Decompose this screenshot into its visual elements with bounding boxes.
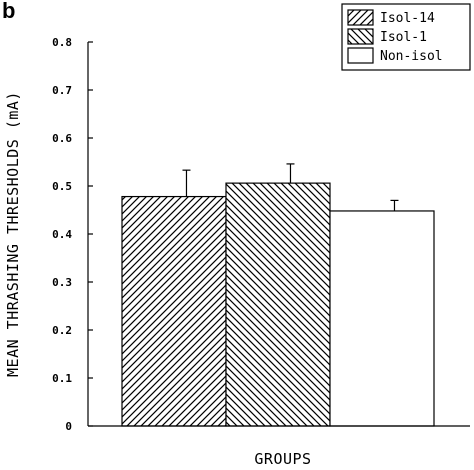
panel-label: b xyxy=(2,0,15,23)
y-tick-label: 0.1 xyxy=(52,372,72,385)
y-tick-label: 0.8 xyxy=(52,36,72,49)
legend-label: Isol-1 xyxy=(380,30,427,45)
error-bars xyxy=(182,163,399,211)
bars xyxy=(121,182,435,427)
legend-swatch xyxy=(347,9,374,26)
legend-swatch xyxy=(347,47,374,64)
y-tick-label: 0.4 xyxy=(52,228,72,241)
y-axis: 0 0.1 0.2 0.3 0.4 0.5 0.6 0.7 0.8 xyxy=(52,36,93,433)
legend-swatch xyxy=(347,28,374,45)
x-axis-title: GROUPS xyxy=(254,450,311,468)
y-tick-label: 0.3 xyxy=(52,276,72,289)
y-tick-label: 0.5 xyxy=(52,180,72,193)
bar-isol-14 xyxy=(121,195,227,427)
y-tick-label: 0.6 xyxy=(52,132,72,145)
legend-label: Isol-14 xyxy=(380,11,435,26)
y-tick-label: 0 xyxy=(65,420,72,433)
legend-label: Non-isol xyxy=(380,49,443,64)
y-axis-title: MEAN THRASHING THRESHOLDS (mA) xyxy=(4,91,22,377)
y-tick-label: 0.2 xyxy=(52,324,72,337)
bar-non-isol xyxy=(329,210,435,427)
legend: Isol-14 Isol-1 Non-isol xyxy=(341,3,471,71)
y-tick-label: 0.7 xyxy=(52,84,72,97)
bar-isol-1 xyxy=(225,182,331,427)
